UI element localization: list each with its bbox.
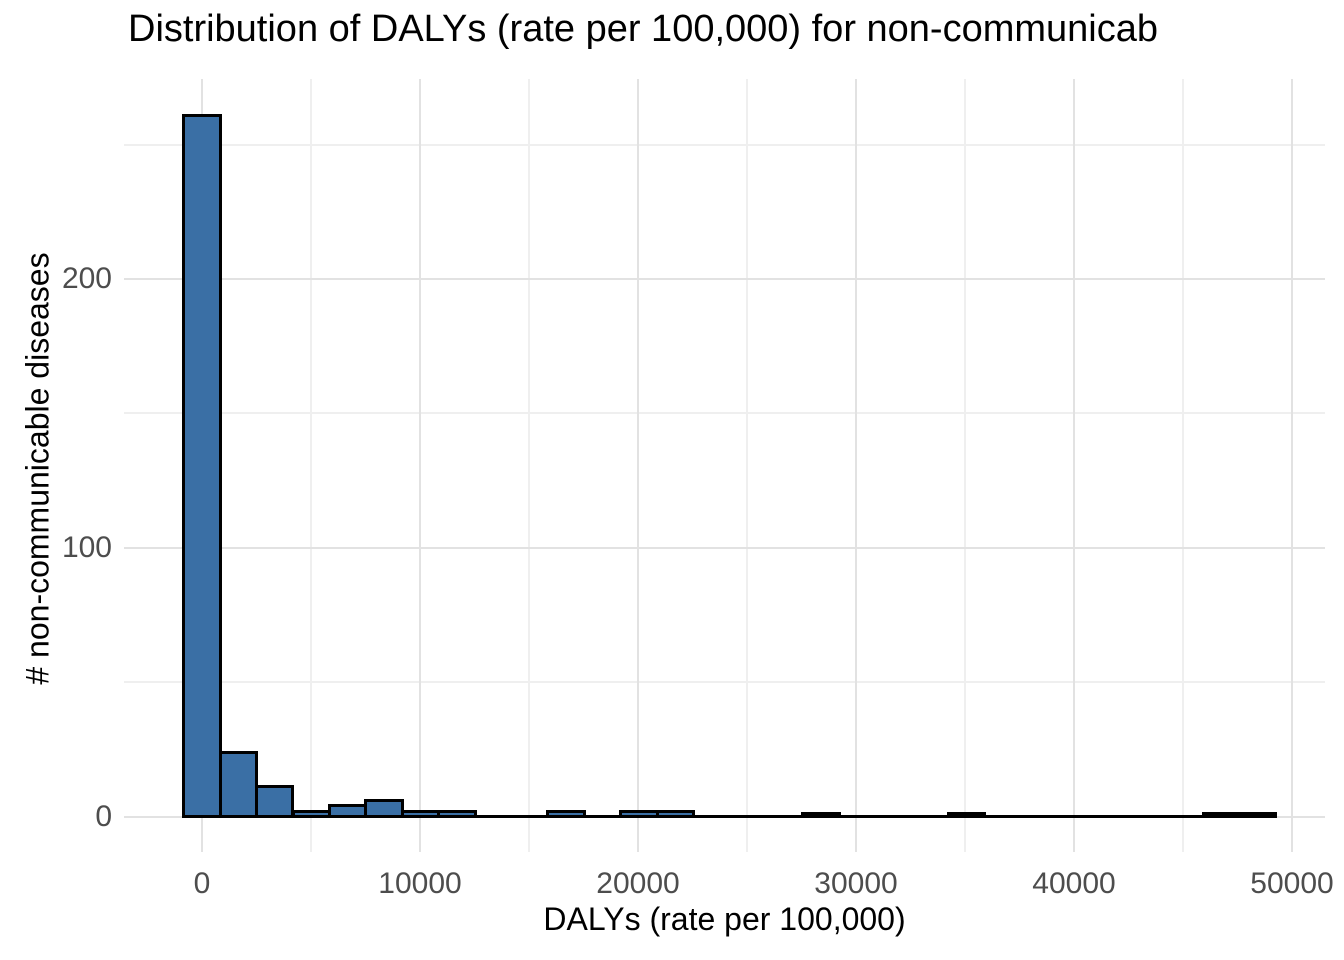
y-minor-gridline xyxy=(124,681,1325,684)
histogram-zero-baseline xyxy=(182,815,1278,818)
plot-panel xyxy=(124,79,1325,852)
histogram-bar xyxy=(655,809,695,818)
y-tick-label: 200 xyxy=(61,262,112,295)
x-minor-gridline xyxy=(310,79,312,852)
x-minor-gridline xyxy=(964,79,966,852)
y-tick-label: 100 xyxy=(61,530,112,564)
y-minor-gridline xyxy=(124,412,1325,415)
histogram-bar xyxy=(946,812,987,819)
x-minor-gridline xyxy=(746,79,748,852)
y-major-gridline xyxy=(124,546,1325,549)
x-tick-label: 50000 xyxy=(1250,867,1334,900)
histogram-bar xyxy=(291,809,331,818)
histogram-bar xyxy=(619,809,659,818)
x-axis-title: DALYs (rate per 100,000) xyxy=(543,901,906,937)
histogram-bar xyxy=(546,809,586,818)
histogram-bar xyxy=(327,804,368,818)
x-tick-label: 20000 xyxy=(596,867,680,900)
y-tick-label: 0 xyxy=(95,799,112,833)
histogram-bar xyxy=(437,809,477,818)
histogram-bar xyxy=(218,750,259,818)
x-tick-label: 10000 xyxy=(378,867,462,900)
x-major-gridline xyxy=(1291,79,1293,852)
x-tick-label: 0 xyxy=(193,867,211,900)
histogram-bar xyxy=(255,785,295,818)
chart-title: Distribution of DALYs (rate per 100,000)… xyxy=(128,8,1159,50)
x-minor-gridline xyxy=(1182,79,1184,852)
x-tick-label: 30000 xyxy=(814,867,898,900)
x-major-gridline xyxy=(855,79,857,852)
x-tick-label: 40000 xyxy=(1032,867,1116,900)
y-minor-gridline xyxy=(124,143,1325,146)
histogram-bar xyxy=(364,798,404,818)
x-major-gridline xyxy=(1073,79,1075,852)
histogram-bar xyxy=(1238,812,1278,819)
x-major-gridline xyxy=(637,79,639,852)
histogram-bar xyxy=(1201,812,1242,819)
histogram-bar xyxy=(801,812,841,819)
x-minor-gridline xyxy=(528,79,530,852)
histogram-bar xyxy=(400,809,441,818)
histogram-bar xyxy=(182,113,222,818)
x-major-gridline xyxy=(419,79,421,852)
y-major-gridline xyxy=(124,278,1325,280)
